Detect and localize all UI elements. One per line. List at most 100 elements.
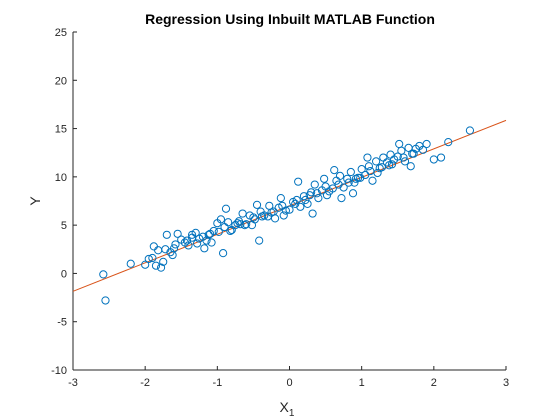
scatter-point — [397, 146, 406, 155]
scatter-point — [161, 245, 170, 254]
x-tick-label: 3 — [503, 377, 509, 389]
scatter-point — [224, 218, 233, 227]
scatter-point — [393, 152, 402, 161]
scatter-point — [379, 153, 388, 162]
scatter-point — [343, 174, 352, 183]
scatter-point — [226, 226, 235, 236]
scatter-point — [249, 213, 258, 222]
x-tick-label: -3 — [68, 377, 78, 389]
scatter-point — [363, 153, 372, 162]
scatter-point — [156, 263, 166, 272]
scatter-point — [171, 240, 180, 249]
scatter-point — [294, 177, 303, 186]
x-axis-label: X1 — [280, 399, 295, 419]
scatter-point — [373, 168, 382, 178]
scatter-point — [348, 189, 358, 198]
scatter-point — [346, 167, 355, 177]
scatter-point — [148, 253, 157, 263]
scatter-point — [257, 212, 267, 221]
scatter-point — [276, 194, 285, 203]
scatter-point — [219, 249, 228, 258]
scatter-point — [265, 201, 274, 210]
y-tick-label: 20 — [55, 75, 67, 87]
scatter-point — [154, 246, 163, 255]
scatter-point — [193, 239, 202, 248]
scatter-point — [200, 244, 209, 253]
scatter-point — [252, 200, 262, 209]
scatter-point — [202, 236, 211, 245]
scatter-point — [269, 207, 278, 216]
scatter-point — [292, 195, 301, 205]
scatter-point — [168, 250, 177, 260]
scatter-point — [384, 161, 394, 170]
scatter-point — [240, 221, 249, 230]
scatter-point — [99, 270, 108, 279]
scatter-point — [221, 204, 231, 213]
scatter-point — [395, 139, 404, 149]
scatter-point — [209, 226, 218, 236]
scatter-point — [250, 215, 259, 224]
scatter-point — [214, 227, 223, 237]
scatter-point — [162, 230, 171, 239]
scatter-point — [429, 155, 438, 164]
scatter-point — [279, 211, 288, 220]
scatter-point — [399, 153, 408, 162]
scatter-point — [204, 230, 213, 239]
scatter-point — [151, 261, 161, 270]
scatter-point — [418, 145, 428, 154]
y-tick-label: 15 — [55, 124, 67, 136]
scatter-point — [255, 236, 264, 245]
scatter-point — [285, 205, 294, 214]
scatter-point — [173, 229, 182, 238]
scatter-point — [101, 296, 110, 305]
scatter-point — [422, 139, 431, 149]
scatter-point — [184, 241, 193, 250]
scatter-point — [335, 171, 345, 180]
scatter-point — [126, 259, 135, 268]
scatter-point — [357, 165, 366, 174]
scatter-point — [216, 215, 226, 224]
scatter-point — [344, 178, 353, 187]
scatter-point — [322, 191, 332, 200]
y-tick-label: 0 — [61, 268, 67, 280]
chart-title: Regression Using Inbuilt MATLAB Function — [145, 11, 435, 27]
scatter-point — [242, 220, 251, 229]
scatter-point — [144, 254, 153, 264]
scatter-point — [312, 189, 322, 198]
scatter-point — [270, 214, 280, 223]
scatter-point — [465, 126, 475, 135]
scatter-point — [187, 233, 197, 242]
scatter-point — [308, 209, 317, 218]
scatter-point — [141, 260, 150, 269]
scatter-point — [366, 166, 375, 176]
scatter-point — [337, 194, 346, 203]
y-tick-label: 10 — [55, 172, 67, 184]
y-axis-label: Y — [27, 196, 43, 206]
scatter-point — [356, 173, 365, 182]
scatter-point — [351, 174, 360, 183]
scatter-point — [334, 180, 343, 189]
scatter-point — [149, 242, 158, 251]
scatter-point — [291, 199, 300, 208]
x-tick-label: 2 — [431, 377, 437, 389]
y-tick-label: 25 — [55, 27, 67, 39]
scatter-point — [400, 157, 410, 166]
scatter-point — [299, 192, 309, 201]
scatter-point — [386, 150, 395, 159]
scatter-point — [238, 209, 247, 218]
x-axis-label-subscript: 1 — [289, 408, 295, 419]
scatter-point — [159, 257, 168, 266]
scatter-point — [207, 238, 216, 247]
y-tick-label: -5 — [57, 317, 67, 329]
scatter-point — [406, 162, 415, 171]
scatter-point — [305, 191, 314, 200]
y-tick-label: 5 — [61, 220, 67, 232]
scatter-point — [301, 195, 310, 205]
scatter-point — [330, 165, 339, 175]
x-tick-label: -2 — [140, 377, 150, 389]
y-tick-label: -10 — [51, 365, 67, 377]
x-tick-label: -1 — [212, 377, 222, 389]
scatter-point — [368, 176, 377, 185]
